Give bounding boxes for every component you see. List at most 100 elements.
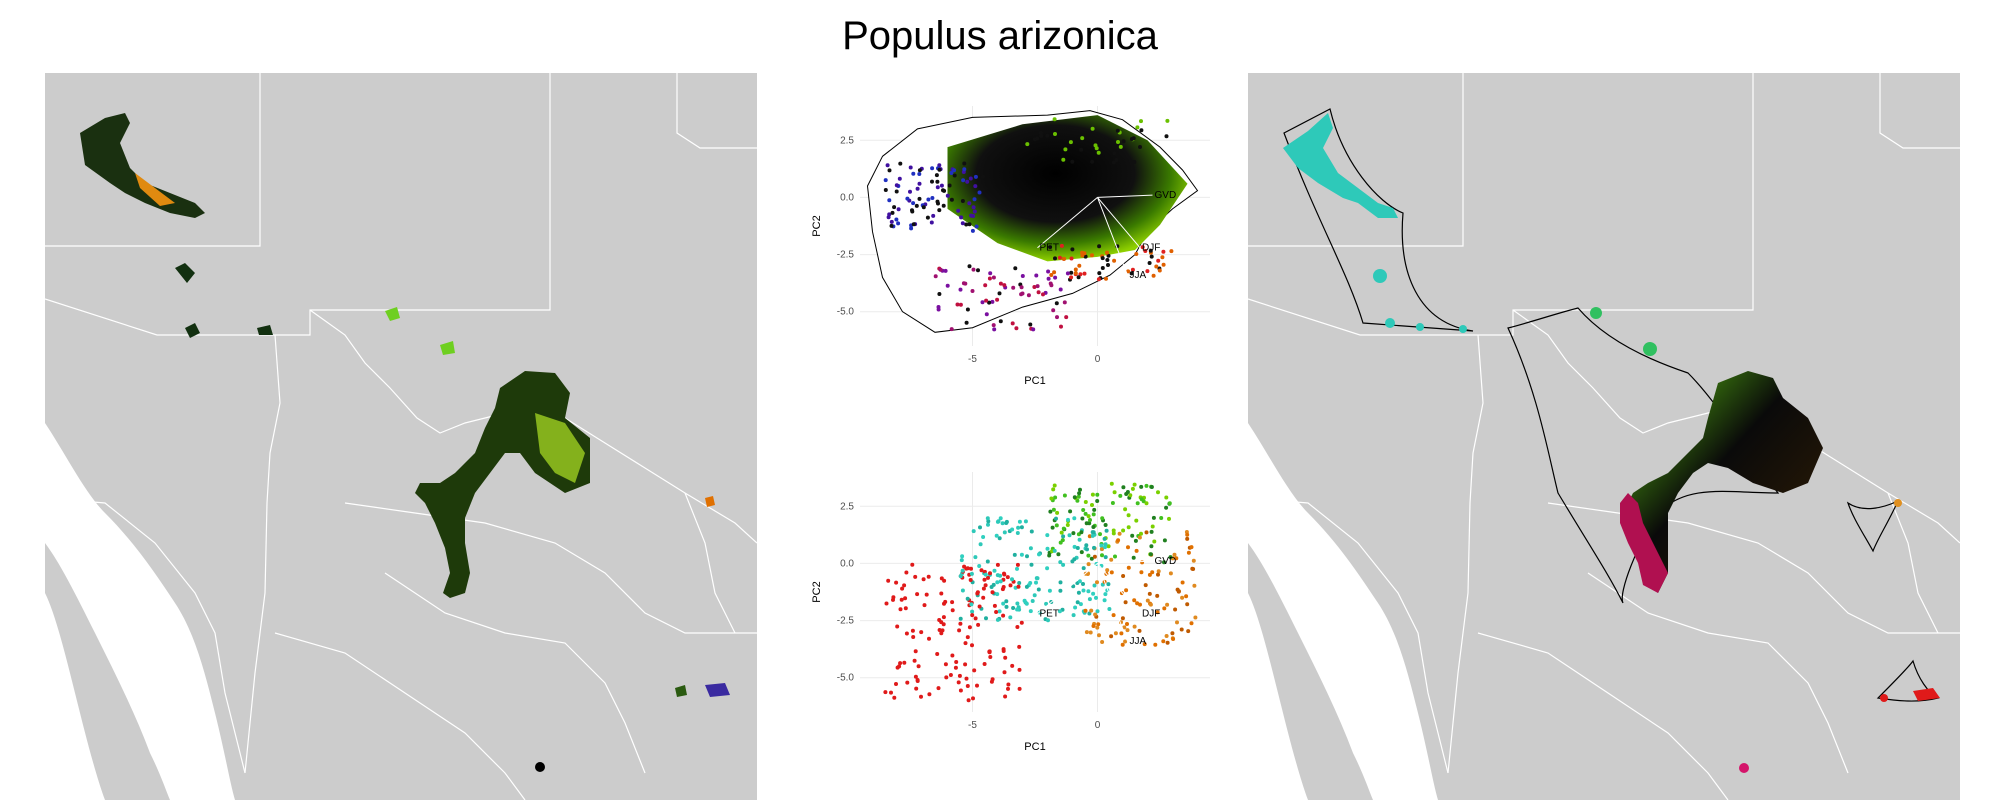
pca-point xyxy=(1130,486,1135,491)
pca-point xyxy=(1185,602,1190,607)
pca-point xyxy=(1105,568,1110,573)
pca-point xyxy=(943,662,948,667)
pca-point xyxy=(1161,249,1166,254)
pca-point xyxy=(1116,538,1121,543)
pca-point xyxy=(1035,576,1040,581)
pca-point xyxy=(971,214,976,218)
pca-point xyxy=(1015,607,1020,612)
pca-point xyxy=(926,197,931,202)
pca-point xyxy=(1169,249,1174,254)
pca-point xyxy=(883,178,888,183)
pca-point xyxy=(1017,644,1022,649)
pca-point xyxy=(939,591,944,596)
pca-point xyxy=(1026,293,1031,298)
pca-point xyxy=(1152,539,1157,544)
range-nw-teal xyxy=(1283,113,1398,218)
range-magenta-arm xyxy=(1620,493,1668,593)
pca-point xyxy=(913,649,918,654)
pca-point xyxy=(1054,523,1059,528)
pca-point xyxy=(1164,134,1169,139)
pca-point xyxy=(1139,119,1143,124)
pca-point xyxy=(990,299,995,304)
pca-point xyxy=(1066,517,1070,522)
pca-point xyxy=(965,307,970,312)
pca-point xyxy=(1061,157,1066,162)
pca-point xyxy=(1015,562,1020,567)
pca-point xyxy=(1135,601,1140,606)
pca-point xyxy=(1175,587,1180,592)
pca-point xyxy=(1078,487,1082,492)
pca-point xyxy=(1024,601,1029,606)
pca-point xyxy=(894,580,899,585)
pca-point xyxy=(935,185,940,190)
pca-point xyxy=(1071,584,1076,589)
pca-point xyxy=(976,622,981,627)
pca-point xyxy=(959,215,964,220)
pca-point xyxy=(1015,625,1020,629)
pca-point xyxy=(995,580,1000,585)
range-patch-northwest-orange xyxy=(135,173,175,206)
hull-southeast xyxy=(1876,659,1940,702)
pca-point xyxy=(1020,274,1025,278)
pca-point xyxy=(937,167,942,172)
pca-point xyxy=(941,622,946,627)
pca-point xyxy=(966,698,971,703)
pca-point xyxy=(1151,515,1156,520)
pca-point xyxy=(969,566,973,571)
pca-point xyxy=(1100,640,1105,644)
pca-point xyxy=(1057,255,1062,260)
pca-point xyxy=(983,583,988,588)
pca-point xyxy=(1192,583,1197,588)
pca-point xyxy=(969,602,974,607)
figure-title: Populus arizonica xyxy=(842,14,1158,58)
pca-top-svg: GVD DJF JJA PET -5 0 2.5 0.0 -2.5 -5.0 PC1 PC2 xyxy=(811,106,1210,387)
pca-point xyxy=(1082,271,1087,276)
pca-point xyxy=(1054,516,1058,521)
pca-point xyxy=(1045,533,1050,538)
range-patch-northwest xyxy=(80,113,205,218)
pca-top-xlabel: PC1 xyxy=(1024,375,1045,387)
pca-point xyxy=(1019,552,1024,557)
pca-point xyxy=(1189,545,1194,550)
pca-point xyxy=(1118,144,1123,149)
pca-point xyxy=(1096,150,1101,155)
pca-point xyxy=(1075,498,1080,503)
pca-point xyxy=(1162,538,1167,543)
pca-point xyxy=(984,298,989,303)
pca-point xyxy=(1053,495,1058,500)
pca-point xyxy=(1126,545,1130,550)
pca-point xyxy=(1013,266,1018,271)
pca-point xyxy=(933,274,938,279)
pca-point xyxy=(1145,598,1150,603)
coastline-sea xyxy=(45,423,235,800)
pca-point xyxy=(1191,567,1196,571)
pca-point xyxy=(1121,139,1126,144)
pca-point xyxy=(984,616,988,621)
pca-point xyxy=(1189,621,1194,626)
pca-point xyxy=(1162,606,1167,611)
pca-point xyxy=(1059,530,1064,535)
pca-point xyxy=(1083,511,1088,516)
pca-point xyxy=(998,281,1003,286)
pca-point xyxy=(886,578,891,583)
pca-point xyxy=(1092,507,1097,512)
pca-point xyxy=(998,516,1003,521)
range-patch-main-highlight xyxy=(535,413,585,483)
pca-point xyxy=(1142,642,1147,647)
pca-point xyxy=(1159,516,1164,520)
pca-top-ylabel: PC2 xyxy=(811,215,823,236)
pca-point xyxy=(1126,565,1131,570)
pca-point xyxy=(896,207,901,212)
pca-point xyxy=(911,171,916,176)
pca-point xyxy=(927,636,931,641)
pca-point xyxy=(1121,574,1126,578)
pca-point xyxy=(1093,612,1098,617)
pca-point xyxy=(1153,642,1158,647)
pca-point xyxy=(1173,607,1178,612)
pca-point xyxy=(1093,143,1098,148)
pca-point xyxy=(1164,495,1169,500)
pca-point xyxy=(910,562,915,567)
pca-point xyxy=(1098,532,1102,537)
pca-point xyxy=(995,297,1000,302)
pca-point xyxy=(1193,615,1198,620)
